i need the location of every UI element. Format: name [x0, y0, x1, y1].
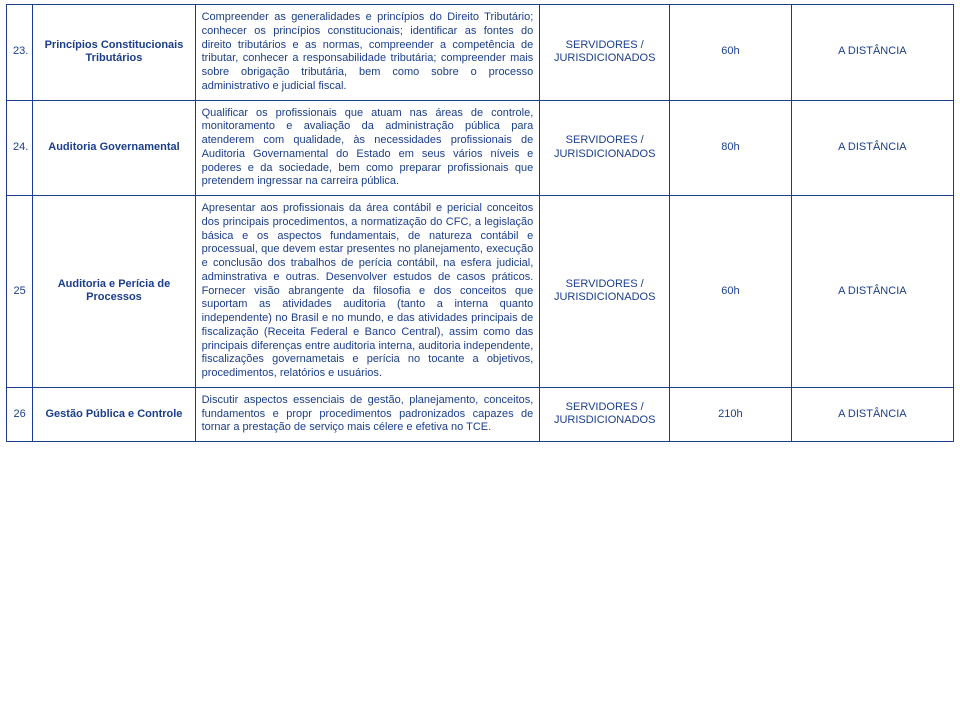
row-desc: Apresentar aos profissionais da área con… — [195, 196, 540, 388]
course-table: 23. Princípios Constitucionais Tributári… — [6, 4, 954, 442]
row-desc: Qualificar os profissionais que atuam na… — [195, 100, 540, 196]
row-target: SERVIDORES / JURISDICIONADOS — [540, 196, 670, 388]
row-target: SERVIDORES / JURISDICIONADOS — [540, 100, 670, 196]
table-row: 23. Princípios Constitucionais Tributári… — [7, 5, 954, 101]
page: 23. Princípios Constitucionais Tributári… — [0, 0, 960, 721]
row-title: Auditoria e Perícia de Processos — [33, 196, 195, 388]
table-row: 26 Gestão Pública e Controle Discutir as… — [7, 387, 954, 441]
row-desc: Discutir aspectos essenciais de gestão, … — [195, 387, 540, 441]
row-title: Princípios Constitucionais Tributários — [33, 5, 195, 101]
row-hours: 60h — [670, 196, 792, 388]
row-title: Auditoria Governamental — [33, 100, 195, 196]
row-hours: 60h — [670, 5, 792, 101]
row-desc: Compreender as generalidades e princípio… — [195, 5, 540, 101]
row-index: 26 — [7, 387, 33, 441]
table-row: 25 Auditoria e Perícia de Processos Apre… — [7, 196, 954, 388]
row-index: 25 — [7, 196, 33, 388]
row-title: Gestão Pública e Controle — [33, 387, 195, 441]
row-mode: A DISTÂNCIA — [791, 5, 953, 101]
row-hours: 210h — [670, 387, 792, 441]
row-hours: 80h — [670, 100, 792, 196]
row-index: 23. — [7, 5, 33, 101]
row-mode: A DISTÂNCIA — [791, 387, 953, 441]
row-mode: A DISTÂNCIA — [791, 100, 953, 196]
row-target: SERVIDORES / JURISDICIONADOS — [540, 5, 670, 101]
row-mode: A DISTÂNCIA — [791, 196, 953, 388]
row-target: SERVIDORES / JURISDICIONADOS — [540, 387, 670, 441]
table-row: 24. Auditoria Governamental Qualificar o… — [7, 100, 954, 196]
row-index: 24. — [7, 100, 33, 196]
